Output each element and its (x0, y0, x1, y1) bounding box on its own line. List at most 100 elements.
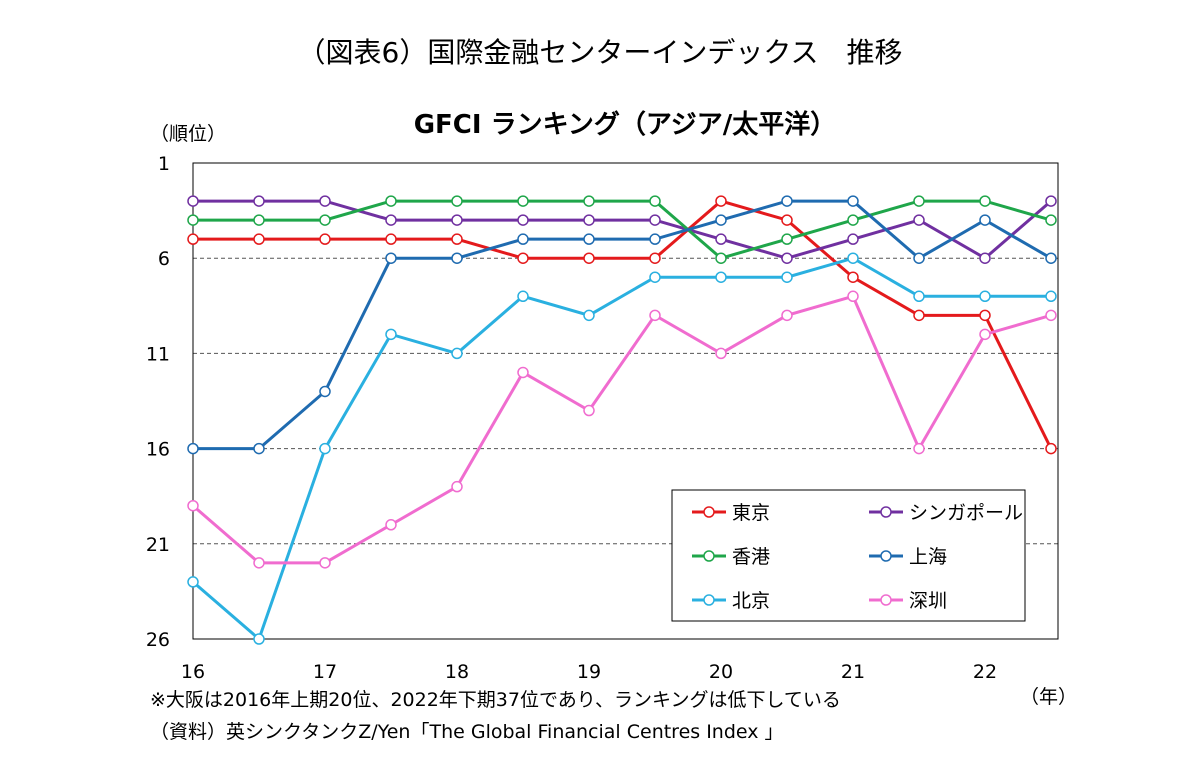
data-point (583, 309, 595, 322)
data-point (1045, 290, 1057, 303)
data-point (187, 576, 199, 588)
x-tick-label: 21 (841, 661, 865, 683)
y-tick-label: 16 (146, 439, 170, 461)
data-point (385, 233, 397, 245)
chart-title: GFCI ランキング（アジア/太平洋） (414, 109, 837, 140)
data-point (1045, 442, 1057, 455)
note-source: （資料）英シンクタンクZ/Yen「The Global Financial Ce… (150, 721, 784, 743)
data-point (385, 519, 397, 531)
data-point (385, 195, 397, 207)
legend-marker (703, 594, 715, 606)
data-point (253, 633, 265, 645)
x-tick-label: 18 (445, 661, 469, 683)
series-line-4 (192, 256, 1051, 642)
data-point (781, 252, 793, 264)
x-tick-label: 17 (313, 661, 337, 683)
data-point (517, 214, 529, 226)
legend-label: 東京 (732, 502, 770, 524)
legend-marker (880, 550, 892, 562)
data-point (253, 442, 265, 455)
legend-marker (880, 506, 892, 518)
data-point (847, 195, 859, 207)
note-osaka: ※大阪は2016年上期20位、2022年下期37位であり、ランキングは低下してい… (150, 689, 841, 711)
y-tick-label: 1 (158, 153, 170, 175)
data-point (319, 214, 331, 226)
data-point (187, 499, 199, 512)
data-point (385, 252, 397, 264)
data-point (715, 233, 727, 245)
data-point (253, 233, 265, 245)
data-point (319, 233, 331, 245)
data-point (781, 214, 793, 226)
data-point (781, 233, 793, 245)
legend-box (671, 489, 1026, 622)
x-axis-label: （年） (1020, 686, 1077, 708)
data-point (979, 309, 991, 322)
data-point (451, 347, 463, 360)
data-point (847, 252, 859, 264)
data-point (187, 233, 199, 245)
data-point (187, 442, 199, 455)
data-point (253, 214, 265, 226)
series-line-2 (193, 199, 1052, 260)
figure-title: （図表6）国際金融センターインデックス 推移 (298, 36, 903, 69)
legend-label: 深圳 (909, 590, 947, 612)
data-point (253, 195, 265, 207)
y-tick-label: 6 (158, 248, 170, 270)
series-line-0 (193, 199, 1053, 450)
legend-marker (703, 506, 715, 518)
y-tick-label: 26 (146, 629, 170, 651)
data-point (979, 195, 991, 207)
x-tick-label: 19 (577, 661, 601, 683)
data-point (319, 442, 331, 455)
legend-label: シンガポール (909, 502, 1023, 524)
data-point (913, 195, 925, 207)
data-point (649, 309, 661, 322)
legend-marker (703, 550, 715, 562)
data-point (319, 385, 331, 398)
data-point (517, 252, 529, 264)
data-point (187, 195, 199, 207)
data-point (913, 214, 925, 226)
data-point (451, 252, 463, 264)
data-point (913, 290, 925, 303)
series-line-5 (192, 294, 1052, 565)
data-point (649, 195, 661, 207)
plot-area (192, 162, 1059, 640)
data-point (979, 252, 991, 264)
data-point (781, 271, 793, 283)
data-point (715, 271, 727, 283)
data-point (649, 271, 661, 283)
data-point (517, 290, 529, 303)
data-point (649, 233, 661, 245)
data-point (385, 328, 397, 341)
legend-label: 上海 (909, 546, 947, 568)
y-tick-label: 21 (146, 534, 170, 556)
x-tick-label: 20 (709, 661, 733, 683)
x-tick-label: 22 (973, 661, 997, 683)
data-point (781, 195, 793, 207)
y-axis-label: （順位） (150, 123, 226, 145)
data-point (847, 214, 859, 226)
data-point (517, 233, 529, 245)
data-point (319, 557, 331, 569)
data-point (979, 290, 991, 303)
data-point (451, 195, 463, 207)
data-point (319, 195, 331, 207)
data-point (913, 309, 925, 322)
data-point (583, 252, 595, 264)
data-point (1045, 309, 1057, 322)
data-point (715, 347, 727, 360)
data-point (715, 252, 727, 264)
y-tick-label: 11 (146, 343, 170, 365)
data-point (913, 442, 925, 455)
data-point (715, 195, 727, 207)
data-point (451, 233, 463, 245)
data-point (187, 214, 199, 226)
data-point (583, 404, 595, 417)
data-point (583, 195, 595, 207)
data-point (649, 252, 661, 264)
data-point (781, 309, 793, 322)
